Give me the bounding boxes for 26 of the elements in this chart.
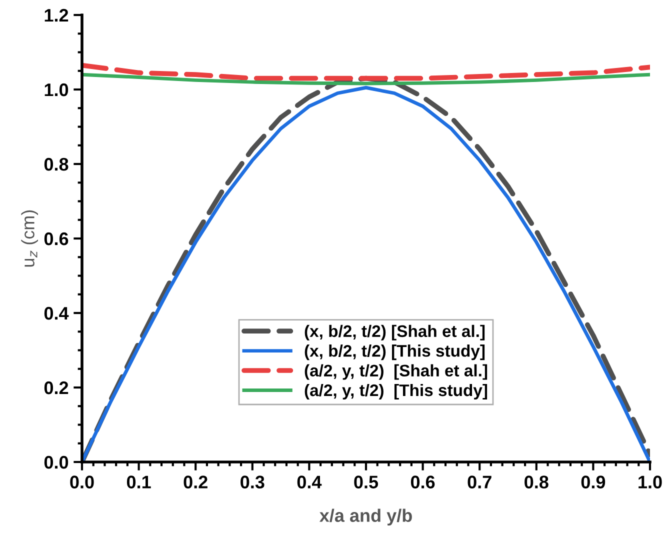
y-axis-title: u$_{z}$ (cm)	[21, 210, 38, 267]
y-tick-label: 1.2	[44, 8, 68, 22]
x-tick-label: 0.4	[297, 476, 322, 488]
y-tick-label: 0.0	[44, 456, 68, 469]
x-tick-label: 0.9	[581, 476, 606, 488]
legend-label: (a/2, y, t/2) [This study]	[304, 384, 488, 400]
x-tick-label: 0.8	[524, 476, 548, 488]
x-tick-label: 0.2	[184, 476, 208, 488]
y-tick-label: 1.0	[44, 83, 68, 96]
legend-label: (x, b/2, t/2) [This study]	[304, 344, 485, 360]
x-tick-label: 1.0	[638, 476, 662, 488]
x-tick-label: 0.6	[410, 476, 435, 488]
y-tick-label: 0.8	[44, 158, 68, 171]
legend-label: (x, b/2, t/2) [Shah et al.]	[304, 324, 485, 340]
line-series	[82, 62, 650, 81]
x-tick-label: 0.5	[354, 476, 378, 488]
y-tick-label: 0.2	[44, 381, 68, 394]
x-tick-label: 0.3	[240, 476, 264, 488]
x-axis-title: x/a and y/b	[319, 508, 412, 526]
line-series	[82, 72, 650, 86]
x-tick-label: 0.1	[126, 476, 151, 488]
y-tick-label: 0.4	[44, 306, 69, 320]
y-tick-label: 0.6	[44, 232, 68, 246]
x-tick-label: 0.7	[468, 476, 492, 488]
legend-label: (a/2, y, t/2) [Shah et al.]	[304, 364, 488, 380]
x-tick-label: 0.0	[70, 476, 94, 488]
